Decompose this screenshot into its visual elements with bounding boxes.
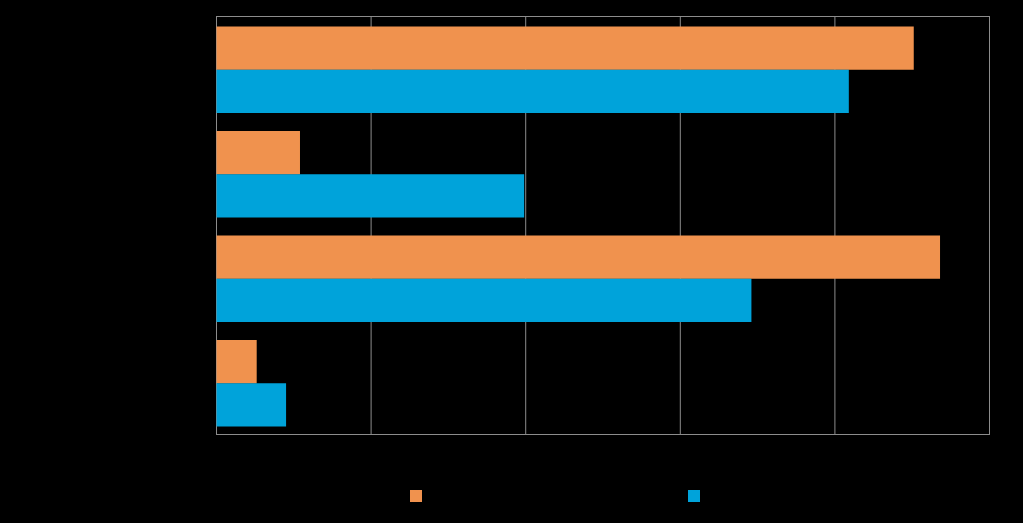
plot-border [216, 16, 990, 435]
bar [216, 174, 525, 218]
bar [216, 26, 914, 70]
bar [216, 235, 941, 279]
x-tick-label: 4 [832, 443, 839, 457]
legend-swatch [688, 490, 700, 502]
x-tick-label: 3 [677, 443, 684, 457]
bar [216, 131, 300, 175]
bar [216, 69, 849, 113]
bar [216, 340, 257, 384]
legend-swatch [410, 490, 422, 502]
x-tick-label: 2 [522, 443, 529, 457]
x-tick-label: 0 [213, 443, 220, 457]
bar [216, 278, 752, 322]
x-tick-label: 5 [986, 443, 993, 457]
bar [216, 383, 287, 427]
x-tick-label: 1 [368, 443, 375, 457]
